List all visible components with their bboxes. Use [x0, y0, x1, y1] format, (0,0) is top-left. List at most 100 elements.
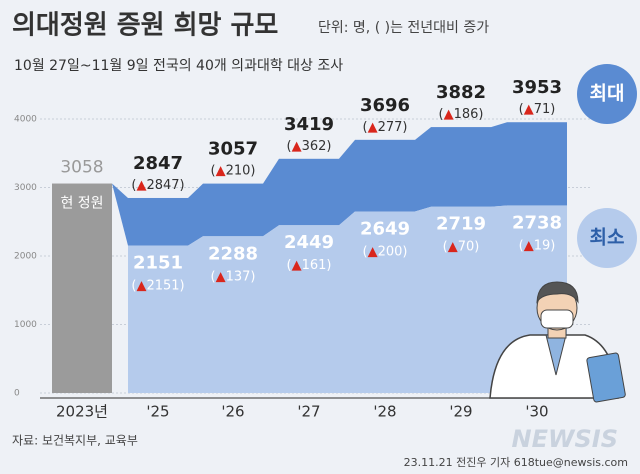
change-label-min: (▲2151) — [131, 278, 184, 293]
paren: ) — [550, 238, 555, 253]
change-value: 161 — [302, 258, 327, 273]
change-value: 362 — [302, 138, 327, 153]
connector — [339, 139, 355, 226]
paren: ) — [250, 269, 255, 284]
x-tick-label: '29 — [449, 403, 472, 421]
x-tick-label: '25 — [146, 403, 169, 421]
change-value: 186 — [454, 107, 479, 122]
bar-min — [355, 211, 415, 393]
up-triangle: ▲ — [524, 238, 534, 253]
change-label-max: (▲210) — [211, 163, 256, 178]
change-value: 19 — [534, 238, 551, 253]
paren: ) — [326, 138, 331, 153]
paren: ) — [402, 244, 407, 259]
bar-max — [203, 183, 263, 237]
up-triangle: ▲ — [444, 107, 454, 122]
value-label-min: 2449 — [284, 232, 334, 253]
value-label-min: 2288 — [208, 243, 258, 264]
legend-label: 최대 — [590, 83, 625, 105]
paren: ( — [211, 269, 216, 284]
connector — [188, 236, 203, 393]
change-label-min: (▲70) — [443, 239, 480, 254]
y-tick-label: 1000 — [14, 320, 37, 330]
paren: ( — [131, 278, 136, 293]
source: 자료: 보건복지부, 교육부 — [12, 434, 138, 448]
connector — [415, 206, 431, 393]
bar-min — [203, 236, 263, 393]
up-triangle: ▲ — [368, 119, 378, 134]
paren: ) — [326, 258, 331, 273]
paren: ( — [211, 163, 216, 178]
value-label-max: 3696 — [360, 95, 410, 116]
connector — [112, 183, 128, 246]
legend-swatch — [577, 208, 637, 268]
change-label-max: (▲2847) — [131, 177, 184, 192]
bar-min — [279, 225, 339, 393]
up-triangle: ▲ — [524, 102, 534, 117]
connector — [415, 127, 431, 212]
current-label: 현 정원 — [60, 196, 103, 212]
current-bar — [52, 183, 112, 393]
y-tick-label: 0 — [14, 389, 20, 399]
paren: ( — [287, 258, 292, 273]
change-label-max: (▲362) — [287, 138, 332, 153]
change-label-min: (▲19) — [519, 238, 556, 253]
change-value: 2847 — [146, 177, 179, 192]
up-triangle: ▲ — [448, 239, 458, 254]
legend-label: 최소 — [590, 227, 625, 249]
connector — [263, 158, 279, 237]
value-label-min: 2151 — [133, 253, 183, 274]
paren: ) — [180, 278, 185, 293]
paren: ( — [363, 119, 368, 134]
paren: ) — [250, 163, 255, 178]
y-tick-label: 4000 — [14, 115, 37, 125]
bar-min — [128, 245, 188, 393]
x-tick-label: '30 — [525, 403, 548, 421]
unit-note: 단위: 명, ( )는 전년대비 증가 — [318, 20, 489, 36]
up-triangle: ▲ — [292, 258, 302, 273]
change-value: 277 — [378, 119, 403, 134]
watermark: NEWSIS — [512, 425, 618, 453]
change-label-min: (▲200) — [363, 244, 408, 259]
connector — [491, 205, 507, 393]
value-label-min: 2649 — [360, 219, 410, 240]
change-value: 210 — [226, 163, 251, 178]
paren: ) — [180, 177, 185, 192]
up-triangle: ▲ — [136, 278, 146, 293]
value-label-max: 3057 — [208, 139, 258, 160]
bar-max — [128, 197, 188, 246]
x-tick-label: '28 — [373, 403, 396, 421]
subtitle: 10월 27일~11월 9일 전국의 40개 의과대학 대상 조사 — [14, 58, 343, 74]
connector — [188, 183, 203, 246]
bar-max — [431, 127, 491, 207]
chart-title: 의대정원 증원 희망 규모 — [12, 11, 278, 41]
paren: ( — [443, 239, 448, 254]
paren: ( — [519, 238, 524, 253]
x-tick-label: 2023년 — [56, 403, 108, 421]
y-tick-label: 2000 — [14, 252, 37, 262]
connector — [339, 211, 355, 393]
up-triangle: ▲ — [136, 177, 146, 192]
up-triangle: ▲ — [292, 138, 302, 153]
connector — [491, 122, 507, 207]
change-label-max: (▲71) — [519, 102, 556, 117]
doctor-illustration — [489, 281, 626, 403]
paren: ( — [363, 244, 368, 259]
value-label-max: 3953 — [512, 77, 562, 98]
paren: ( — [519, 102, 524, 117]
value-label-min: 2719 — [436, 214, 486, 235]
change-value: 70 — [458, 239, 475, 254]
paren: ) — [478, 107, 483, 122]
x-tick-label: '27 — [297, 403, 320, 421]
current-value: 3058 — [60, 158, 103, 178]
paren: ) — [402, 119, 407, 134]
change-value: 200 — [378, 244, 403, 259]
up-triangle: ▲ — [216, 163, 226, 178]
value-label-max: 3419 — [284, 114, 334, 135]
change-label-max: (▲186) — [439, 107, 484, 122]
change-label-max: (▲277) — [363, 119, 408, 134]
paren: ( — [131, 177, 136, 192]
paren: ( — [439, 107, 444, 122]
legend-swatch — [577, 64, 637, 124]
